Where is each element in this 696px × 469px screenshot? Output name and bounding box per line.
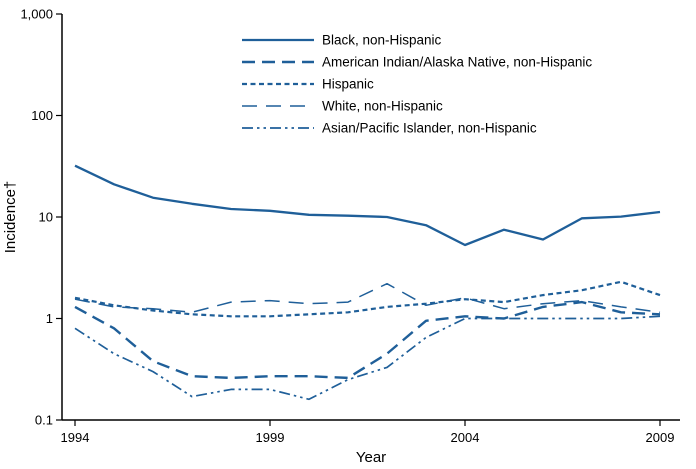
y-tick-label: 10: [39, 210, 53, 225]
series-line-3: [74, 282, 661, 314]
x-axis-title: Year: [356, 449, 386, 466]
x-tick-label: 2004: [451, 430, 480, 445]
x-tick-label: 1999: [256, 430, 285, 445]
y-axis-title: Incidence†: [2, 181, 19, 254]
legend-label-0: Black, non-Hispanic: [322, 33, 442, 48]
series-line-0: [74, 164, 661, 247]
series-line-4: [74, 315, 661, 401]
x-tick-label: 1994: [61, 430, 90, 445]
y-tick-label: 100: [31, 108, 53, 123]
series-line-1: [74, 300, 661, 380]
y-tick-label: 1: [46, 311, 53, 326]
legend-label-4: Asian/Pacific Islander, non-Hispanic: [322, 121, 537, 136]
y-tick-label: 0.1: [35, 413, 53, 428]
y-tick-label: 1,000: [20, 7, 53, 22]
legend-label-1: American Indian/Alaska Native, non-Hispa…: [322, 55, 592, 70]
series-line-2: [74, 280, 661, 318]
legend-label-2: Hispanic: [322, 77, 374, 92]
x-tick-label: 2009: [646, 430, 675, 445]
legend-label-3: White, non-Hispanic: [322, 99, 443, 114]
